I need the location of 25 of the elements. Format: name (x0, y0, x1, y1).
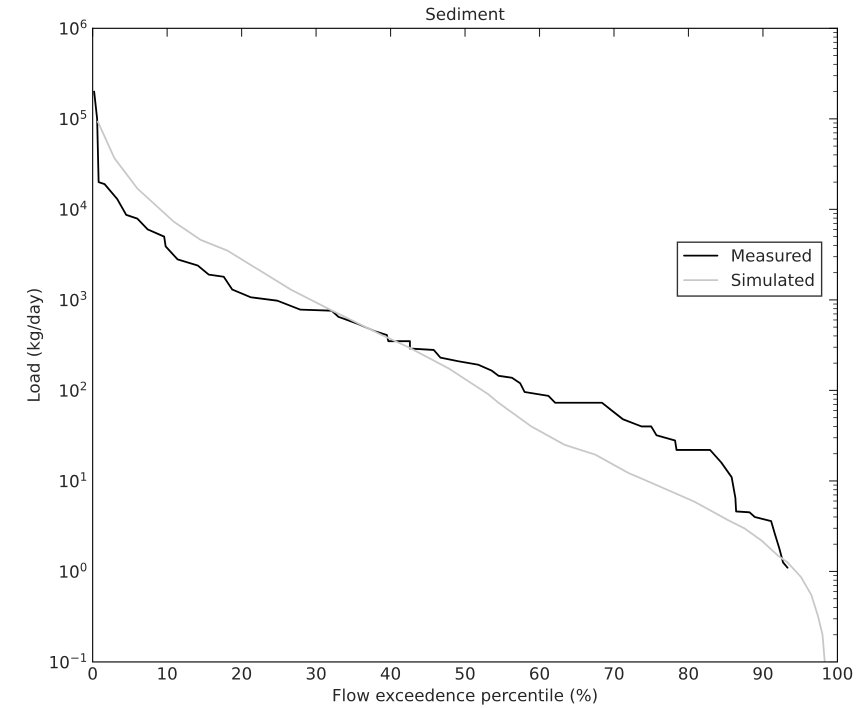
x-tick-label: 100 (823, 667, 852, 680)
x-tick-label: 40 (380, 667, 400, 680)
y-tick-label: 10$^{0}$ (60, 562, 86, 578)
x-tick-label: 0 (88, 667, 97, 680)
x-tick-label: 90 (753, 667, 772, 680)
y-tick-label: 10$^{6}$ (60, 19, 87, 35)
x-tick-label: 10 (158, 667, 177, 680)
y-tick-label: 10$^{3}$ (60, 291, 86, 306)
x-tick-label: 80 (678, 667, 698, 680)
x-tick-label: 70 (604, 667, 624, 680)
line-series (96, 120, 826, 662)
chart-title: Sediment (426, 7, 504, 20)
x-tick-label: 30 (306, 667, 326, 680)
legend-label: Measured (732, 248, 811, 262)
y-tick-label: 10$^{1}$ (60, 472, 86, 488)
x-tick-label: 20 (232, 667, 252, 680)
x-tick-label: 50 (456, 667, 475, 680)
legend-label: Simulated (732, 273, 814, 286)
y-tick-label: 10$^{−1}$ (50, 653, 86, 668)
y-tick-label: 10$^{5}$ (60, 110, 86, 126)
x-axis-title: Flow exceedence percentile (%) (334, 688, 597, 705)
y-axis-title: Load (kg/day) (26, 289, 44, 401)
y-tick-label: 10$^{4}$ (60, 200, 87, 216)
y-tick-label: 10$^{2}$ (60, 382, 86, 397)
x-tick-label: 60 (530, 667, 550, 680)
